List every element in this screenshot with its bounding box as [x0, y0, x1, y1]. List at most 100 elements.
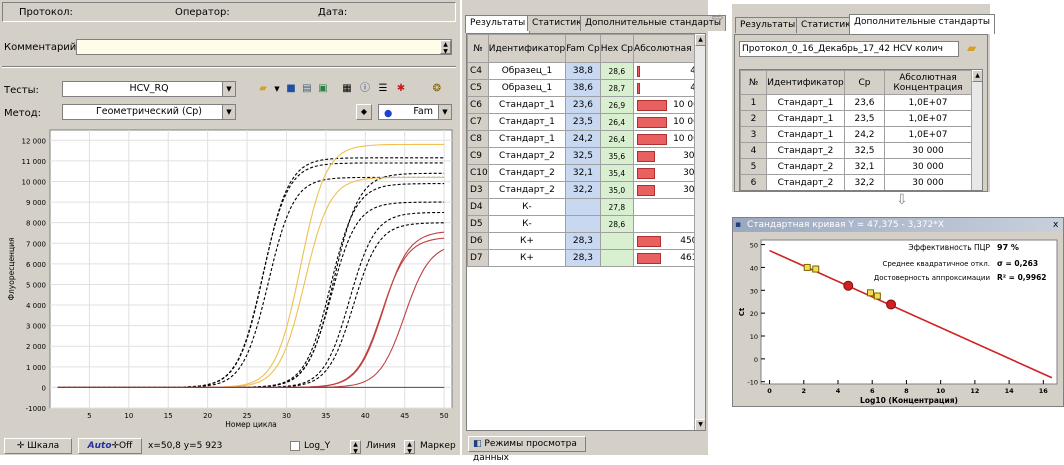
tests-select[interactable]: HCV_RQ ▼ [62, 81, 236, 97]
comment-spin-icon[interactable]: ▲ ▼ [440, 40, 451, 55]
x-tick-label: 10 [124, 412, 133, 420]
off-label: Off [119, 441, 133, 451]
line-spin-icon[interactable]: ▲ ▼ [350, 440, 361, 455]
y-tick-label: 1 000 [26, 364, 46, 372]
chevron-down-icon[interactable]: ▼ [438, 105, 451, 119]
curve-window: ▪ Стандартная кривая Y = 47,375 - 3,372*… [732, 217, 1064, 407]
export-icon[interactable]: ▣ [318, 83, 328, 94]
open-folder-icon[interactable]: ▰ [259, 83, 267, 94]
grid-icon[interactable]: ▦ [342, 83, 352, 94]
cell-number: C4 [467, 62, 489, 80]
cell-id: К- [487, 215, 567, 233]
scroll-down-icon[interactable]: ▼ [695, 419, 705, 430]
table-row[interactable]: D6К+28,3 450 000 [467, 232, 705, 250]
cell-hex [599, 232, 635, 250]
cell-hex: 26,4 [599, 113, 635, 131]
conc-bar [637, 66, 641, 77]
method-select[interactable]: Геометрический (Cp) ▼ [62, 104, 236, 120]
y-axis-label: Ct [738, 307, 746, 316]
close-icon[interactable]: x [1053, 220, 1059, 230]
cell-number: D6 [467, 232, 489, 250]
dropdown-icon[interactable]: ▼ [274, 85, 280, 93]
y-tick-label: 10 [750, 333, 758, 341]
comment-input[interactable] [76, 39, 452, 55]
col-header-conc[interactable]: Абсолютная Концентрация [884, 70, 972, 95]
results-scrollbar[interactable]: ▲ ▼ [694, 34, 705, 430]
col-header-hex[interactable]: Hex Cp [599, 34, 635, 63]
table-row[interactable]: D5 К- 28,6 [467, 215, 705, 233]
y-tick-label: 12 000 [22, 137, 47, 145]
col-header-id[interactable]: Идентификатор [487, 34, 567, 63]
x-tick-label: 5 [87, 412, 91, 420]
col-header-conc[interactable]: Абсолютная Концентрация [633, 34, 705, 63]
col-header-fam[interactable]: Fam Cp [565, 34, 601, 63]
chevron-down-icon[interactable]: ▼ [222, 105, 235, 119]
table-row[interactable]: 2 Стандарт_1 23,5 1,0E+07 [740, 110, 972, 127]
series-line [57, 172, 445, 388]
y-tick-label: 9 000 [26, 199, 46, 207]
cell-cp: 32,1 [844, 158, 885, 175]
standards-scrollbar[interactable]: ▲ [971, 70, 982, 190]
cell-id: К+ [487, 232, 567, 250]
cell-number: C8 [467, 130, 489, 148]
col-header-id[interactable]: Идентификатор [766, 70, 845, 95]
channel-select[interactable]: ● Fam ▼ [378, 104, 452, 120]
standard-point [803, 263, 811, 271]
scroll-up-icon[interactable]: ▲ [695, 34, 705, 46]
x-tick-label: 6 [870, 387, 875, 395]
table-row[interactable]: 3 Стандарт_1 24,2 1,0E+07 [740, 126, 972, 143]
table-row[interactable]: 5 Стандарт_2 32,1 30 000 [740, 158, 972, 175]
cell-id: Стандарт_2 [766, 174, 845, 190]
tab-results-2[interactable]: Результаты [735, 17, 801, 33]
cell-conc: 10 000 000 [633, 130, 705, 148]
copy-icon[interactable]: ▤ [302, 83, 312, 94]
chevron-down-icon[interactable]: ▼ [222, 82, 235, 96]
log-y-checkbox[interactable] [290, 441, 300, 451]
col-header-number[interactable]: № [467, 34, 489, 63]
col-header-number[interactable]: № [740, 70, 767, 95]
tab-extra-standards-2[interactable]: Дополнительные стандарты [849, 14, 996, 34]
cell-hex: 35,6 [599, 147, 635, 165]
table-row[interactable]: D7К+28,3 461 000 [467, 249, 705, 267]
curve-titlebar: ▪ Стандартная кривая Y = 47,375 - 3,372*… [733, 218, 1063, 232]
r2-label: Достоверность аппроксимации [874, 274, 990, 282]
table-row[interactable]: 6 Стандарт_2 32,2 30 000 [740, 174, 972, 190]
cell-id: Стандарт_2 [487, 181, 567, 199]
scroll-up-icon[interactable]: ▲ [972, 70, 982, 82]
scale-button[interactable]: ✛ Шкала [4, 438, 72, 454]
line-label: Линия [366, 441, 396, 451]
protocol-field[interactable]: Протокол_0_16_Декабрь_17_42 HCV колич [739, 41, 959, 57]
palette-icon[interactable]: ✱ [396, 83, 406, 94]
tab-extra-standards[interactable]: Дополнительные стандарты [580, 15, 727, 31]
info-icon[interactable]: ⓘ [360, 83, 370, 94]
help-icon[interactable]: ❂ [432, 83, 442, 94]
save-icon[interactable]: ■ [286, 83, 296, 94]
view-modes-button[interactable]: ◧ Режимы просмотра данных [468, 436, 586, 463]
conc-value: 450 000 [680, 236, 705, 246]
channel-prev-button[interactable]: ◆ [356, 104, 372, 120]
conc-bar [637, 253, 662, 264]
standard-curve-chart: -10 0 10 20 30 40 50 0 2 4 6 8 10 12 14 16 Log10 (Концен… [738, 239, 1058, 405]
open-folder-icon[interactable]: ▰ [967, 41, 977, 55]
tab-results[interactable]: Результаты [465, 15, 531, 33]
settings-icon[interactable]: ☰ [378, 83, 388, 94]
table-row[interactable]: D4 К- 27,8 [467, 198, 705, 216]
conc-bar [637, 168, 656, 179]
col-header-cp[interactable]: Cp [844, 70, 885, 95]
divider [2, 66, 456, 68]
table-row[interactable]: 1 Стандарт_1 23,6 1,0E+07 [740, 94, 972, 111]
cell-id: Стандарт_1 [766, 126, 845, 143]
cell-hex: 35,0 [599, 181, 635, 199]
conc-value: 461 000 [680, 253, 705, 263]
marker-spin-icon[interactable]: ▲ ▼ [404, 440, 415, 455]
auto-off-button[interactable]: Auto✛Off [78, 438, 142, 454]
table-row[interactable]: 4 Стандарт_2 32,5 30 000 [740, 142, 972, 159]
